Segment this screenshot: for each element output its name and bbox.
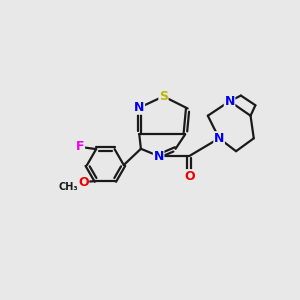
Text: S: S xyxy=(159,90,168,103)
Text: N: N xyxy=(214,132,224,145)
Text: N: N xyxy=(134,101,145,114)
Text: O: O xyxy=(184,170,195,183)
Text: CH₃: CH₃ xyxy=(58,182,78,192)
Text: O: O xyxy=(78,176,88,189)
Text: F: F xyxy=(76,140,85,152)
Text: N: N xyxy=(224,95,235,108)
Text: N: N xyxy=(153,149,164,163)
